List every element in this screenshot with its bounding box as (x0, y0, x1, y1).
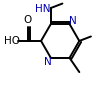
Text: HN: HN (35, 4, 51, 14)
Text: O: O (24, 15, 32, 25)
Text: N: N (44, 57, 52, 67)
Text: N: N (69, 16, 77, 26)
Text: HO: HO (4, 36, 20, 46)
